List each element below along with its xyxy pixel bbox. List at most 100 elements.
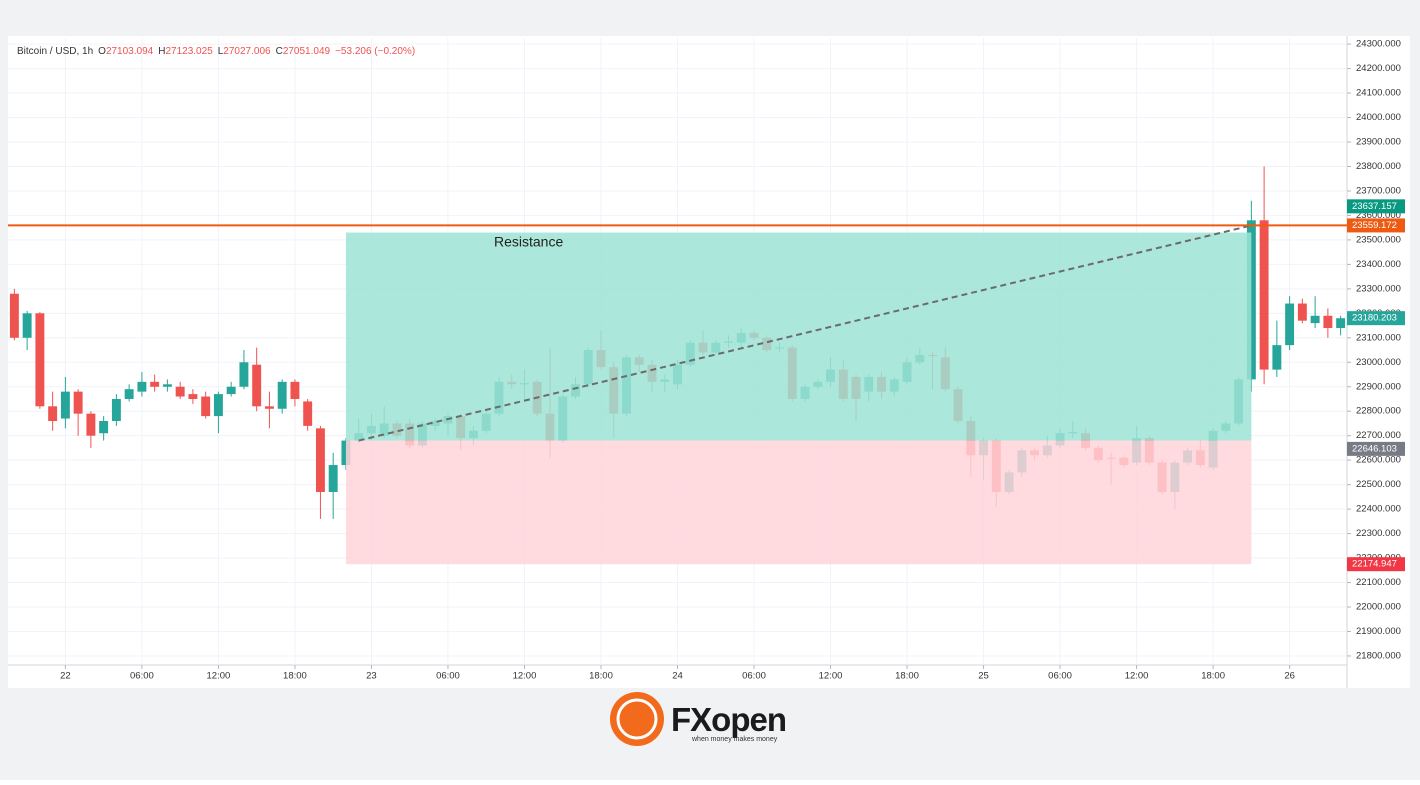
y-tick-label: 22000.000 [1356, 602, 1401, 613]
profit-zone [345, 232, 1252, 441]
resistance-label: Resistance [494, 233, 563, 249]
y-tick-label: 23100.000 [1356, 332, 1401, 343]
price-label-box [1347, 199, 1405, 214]
y-tick-label: 24200.000 [1356, 63, 1401, 74]
header-ohlc-value: 27103.094 [106, 46, 154, 57]
candle-body [150, 381, 160, 387]
candle-body [226, 386, 236, 395]
y-tick-label: 23300.000 [1356, 283, 1401, 294]
x-tick-label: 24 [672, 671, 683, 682]
header-ohlc-label: O [98, 46, 106, 57]
candle-body [328, 465, 338, 492]
x-tick-label: 23 [366, 671, 377, 682]
header-symbol: Bitcoin / USD, 1h [17, 46, 93, 57]
candle-body [35, 313, 45, 407]
candle-body [201, 396, 211, 417]
y-tick-label: 23400.000 [1356, 259, 1401, 270]
candle-body [188, 394, 198, 399]
brand-tagline: when money makes money [691, 736, 778, 743]
price-label: 23559.172 [1352, 220, 1397, 231]
loss-zone [345, 440, 1252, 565]
candle-body [111, 398, 121, 422]
header-ohlc-value: 27051.049 [283, 46, 331, 57]
candle-body [22, 313, 32, 338]
x-tick-label: 12:00 [1125, 671, 1149, 682]
candle-body [239, 362, 249, 387]
header-ohlc-value: 27123.025 [165, 46, 213, 57]
candle-body [1285, 303, 1295, 346]
y-tick-label: 22100.000 [1356, 577, 1401, 588]
candle-body [73, 391, 83, 414]
y-tick-label: 24100.000 [1356, 88, 1401, 99]
y-tick-label: 24300.000 [1356, 39, 1401, 50]
candle-body [124, 389, 134, 399]
y-tick-label: 23000.000 [1356, 357, 1401, 368]
y-tick-label: 21800.000 [1356, 650, 1401, 661]
candle-body [1259, 220, 1269, 370]
y-tick-label: 23700.000 [1356, 185, 1401, 196]
x-tick-label: 18:00 [283, 671, 307, 682]
candle-body [60, 391, 70, 419]
y-tick-label: 22500.000 [1356, 479, 1401, 490]
y-tick-label: 22400.000 [1356, 504, 1401, 515]
header-change: −53.206 (−0.20%) [335, 46, 415, 57]
price-label: 23180.203 [1352, 313, 1397, 324]
candle-body [303, 401, 313, 426]
x-tick-label: 12:00 [513, 671, 537, 682]
header-ohlc-label: C [276, 46, 283, 57]
price-label: 22174.947 [1352, 559, 1397, 570]
header-ohlc-label: L [218, 46, 224, 57]
brand-name: FXopen [671, 701, 786, 738]
x-tick-label: 06:00 [742, 671, 766, 682]
candle-body [162, 384, 172, 387]
candle-body [252, 364, 262, 407]
chart-header: Bitcoin / USD, 1h O27103.094 H27123.025 L27… [17, 46, 415, 57]
header-ohlc-label: H [158, 46, 165, 57]
x-tick-label: 18:00 [589, 671, 613, 682]
candle-body [213, 394, 223, 417]
price-label-box [1347, 441, 1405, 456]
x-tick-label: 18:00 [1201, 671, 1225, 682]
price-label: 23637.157 [1352, 201, 1397, 212]
candle-body [1336, 318, 1346, 329]
x-tick-label: 25 [978, 671, 989, 682]
candle-body [9, 293, 19, 338]
candle-body [1323, 315, 1333, 329]
price-label-box [1347, 218, 1405, 233]
overlay: Resistance [8, 224, 1347, 565]
y-tick-label: 22300.000 [1356, 528, 1401, 539]
axes: 21800.00021900.00022000.00022100.0002220… [60, 39, 1405, 682]
y-tick-label: 23600.000 [1356, 210, 1401, 221]
y-tick-label: 23800.000 [1356, 161, 1401, 172]
logo-icon-ring [616, 698, 658, 740]
candle-body [175, 386, 185, 397]
x-tick-label: 06:00 [130, 671, 154, 682]
y-tick-label: 23500.000 [1356, 234, 1401, 245]
candle-body [315, 428, 325, 492]
y-tick-label: 22900.000 [1356, 381, 1401, 392]
y-tick-label: 23900.000 [1356, 137, 1401, 148]
trend-line [358, 224, 1252, 442]
x-tick-label: 06:00 [1048, 671, 1072, 682]
y-tick-label: 22800.000 [1356, 406, 1401, 417]
header-ohlc-value: 27027.006 [223, 46, 271, 57]
candle-body [290, 381, 300, 399]
price-label-box [1347, 557, 1405, 572]
candle-body [264, 406, 274, 409]
candle-body [1272, 345, 1282, 370]
candle-body [1297, 303, 1307, 321]
x-tick-label: 18:00 [895, 671, 919, 682]
x-tick-label: 06:00 [436, 671, 460, 682]
candle-body [137, 381, 147, 392]
price-label-box [1347, 311, 1405, 326]
x-tick-label: 12:00 [819, 671, 843, 682]
candle-body [277, 381, 287, 409]
y-tick-label: 22600.000 [1356, 455, 1401, 466]
candle-body [99, 421, 109, 434]
candle-body [48, 406, 58, 422]
x-tick-label: 22 [60, 671, 71, 682]
price-label: 22646.103 [1352, 443, 1397, 454]
x-tick-label: 26 [1284, 671, 1295, 682]
